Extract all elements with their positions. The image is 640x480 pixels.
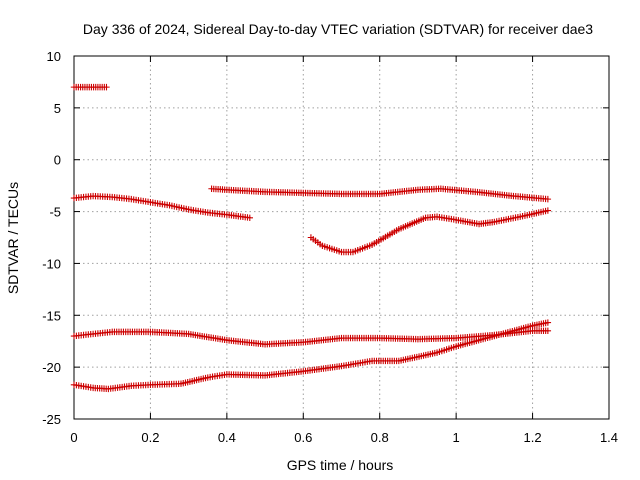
series-segment-3: [208, 185, 552, 203]
x-tick-label: 1.2: [524, 430, 542, 445]
x-tick-label: 1: [453, 430, 460, 445]
x-tick-labels: 0 0.2 0.4 0.6 0.8 1 1.2 1.4: [70, 430, 618, 445]
y-tick-label: 0: [54, 153, 61, 168]
x-tick-label: 0: [70, 430, 77, 445]
plot-area-frame: [73, 55, 610, 420]
y-tick-label: -10: [42, 256, 61, 271]
data-point: [544, 195, 552, 203]
data-point: [544, 327, 552, 335]
data-point: [544, 319, 552, 326]
y-tick-label: 5: [54, 101, 61, 116]
grid: [74, 56, 609, 419]
data-point: [103, 83, 110, 91]
x-tick-label: 0.8: [371, 430, 389, 445]
series-segment-4: [307, 207, 552, 256]
x-tick-label: 0.6: [294, 430, 312, 445]
y-tick-label: -25: [42, 412, 61, 427]
x-tick-label: 1.4: [600, 430, 618, 445]
data-point: [246, 214, 253, 221]
y-tick-label: -15: [42, 308, 61, 323]
y-tick-label: -20: [42, 360, 61, 375]
y-tick-label: 10: [47, 49, 61, 64]
series-segment-6: [70, 319, 552, 393]
chart-title: Day 336 of 2024, Sidereal Day-to-day VTE…: [83, 21, 593, 37]
data-points: [70, 83, 552, 393]
y-tick-labels: 10 5 0 -5 -10 -15 -20 -25: [42, 49, 61, 427]
series-segment-2: [70, 192, 253, 221]
x-tick-label: 0.2: [141, 430, 159, 445]
x-axis-title: GPS time / hours: [287, 457, 394, 473]
series-segment-1: [70, 83, 110, 91]
x-tick-label: 0.4: [218, 430, 236, 445]
y-axis-title: SDTVAR / TECUs: [5, 182, 21, 294]
data-point: [544, 207, 552, 214]
axis-ticks: [73, 55, 610, 420]
y-tick-label: -5: [49, 205, 61, 220]
